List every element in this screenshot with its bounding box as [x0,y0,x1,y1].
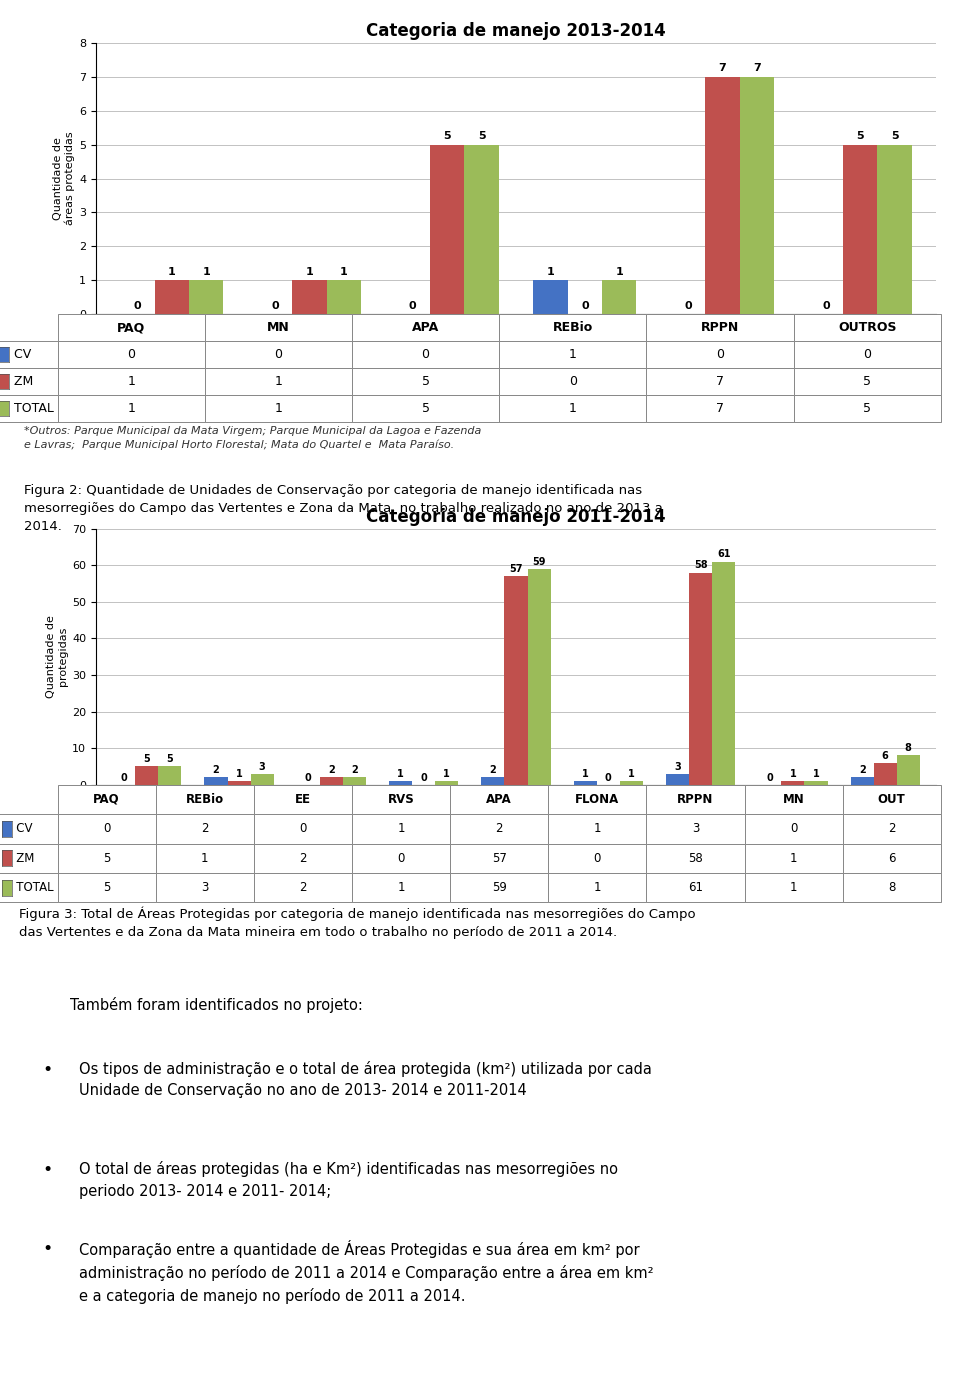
Text: 5: 5 [478,131,486,141]
Bar [481,778,504,785]
Text: 2: 2 [490,765,496,775]
Text: Também foram identificados no projeto:: Também foram identificados no projeto: [70,998,363,1013]
Text: 2: 2 [859,765,866,775]
Bar [843,145,877,314]
Bar [712,562,735,785]
Text: 3: 3 [674,761,681,771]
Text: 0: 0 [133,300,141,311]
Text: 5: 5 [891,131,899,141]
Text: 1: 1 [305,267,313,277]
Text: Comparação entre a quantidade de Áreas Protegidas e sua área em km² por
administ: Comparação entre a quantidade de Áreas P… [79,1240,654,1304]
Text: Os tipos de administração e o total de área protegida (km²) utilizada por cada
U: Os tipos de administração e o total de á… [79,1060,652,1098]
Text: Figura 2: Quantidade de Unidades de Conservação por categoria de manejo identifi: Figura 2: Quantidade de Unidades de Cons… [24,484,662,533]
Text: 58: 58 [694,561,708,570]
Text: O total de áreas protegidas (ha e Km²) identificadas nas mesorregiões no
periodo: O total de áreas protegidas (ha e Km²) i… [79,1161,618,1199]
Title: Categoria de manejo 2011-2014: Categoria de manejo 2011-2014 [366,508,666,526]
Bar [292,280,326,314]
Bar [533,280,567,314]
Text: 5: 5 [166,754,173,764]
Bar [706,76,740,314]
Bar [877,145,912,314]
Text: 5: 5 [143,754,150,764]
Text: 1: 1 [628,770,635,779]
Bar [851,778,874,785]
Text: 61: 61 [717,549,731,559]
Text: 1: 1 [236,770,243,779]
Bar [666,774,689,785]
Bar [228,781,251,785]
Y-axis label: Quantidade de
protegidas: Quantidade de protegidas [46,616,68,698]
Bar [602,280,636,314]
Bar [781,781,804,785]
Bar [326,280,361,314]
Bar [189,280,224,314]
Bar [389,781,412,785]
Text: 1: 1 [812,770,820,779]
Bar [204,778,228,785]
Bar [804,781,828,785]
Text: •: • [42,1161,53,1179]
Bar [251,774,274,785]
Text: 57: 57 [509,565,523,574]
Bar [689,573,712,785]
Bar [528,569,551,785]
Text: 2: 2 [351,765,358,775]
Text: 5: 5 [856,131,864,141]
Text: 0: 0 [409,300,417,311]
Text: 2: 2 [328,765,335,775]
Text: 5: 5 [444,131,451,141]
Text: 0: 0 [305,772,312,782]
Text: 1: 1 [546,267,554,277]
Bar [504,576,528,785]
Text: 1: 1 [397,770,404,779]
Bar [874,763,897,785]
Text: 7: 7 [753,64,761,73]
Text: 6: 6 [882,750,889,761]
Text: •: • [42,1060,53,1078]
Bar [135,767,158,785]
Bar [343,778,366,785]
Text: 0: 0 [420,772,427,782]
Text: •: • [42,1240,53,1258]
Text: 1: 1 [615,267,623,277]
Text: 59: 59 [533,556,546,566]
Text: 0: 0 [272,300,278,311]
Text: 0: 0 [822,300,829,311]
Text: *Outros: Parque Municipal da Mata Virgem; Parque Municipal da Lagoa e Fazenda
e : *Outros: Parque Municipal da Mata Virgem… [24,426,481,450]
Bar [574,781,597,785]
Text: 1: 1 [340,267,348,277]
Text: 0: 0 [605,772,612,782]
Bar [155,280,189,314]
Text: 0: 0 [766,772,773,782]
Text: 3: 3 [259,761,266,771]
Bar [435,781,458,785]
Text: 0: 0 [581,300,588,311]
Bar [897,756,920,785]
Text: 1: 1 [582,770,588,779]
Text: 1: 1 [789,770,796,779]
Text: Figura 3: Total de Áreas Protegidas por categoria de manejo identificada nas mes: Figura 3: Total de Áreas Protegidas por … [19,907,696,938]
Text: 0: 0 [120,772,127,782]
Text: 2: 2 [212,765,220,775]
Text: 0: 0 [684,300,692,311]
Text: 1: 1 [444,770,450,779]
Text: 1: 1 [203,267,210,277]
Text: 8: 8 [905,743,912,753]
Bar [320,778,343,785]
Bar [430,145,465,314]
Text: 7: 7 [719,64,727,73]
Y-axis label: Quantidade de
áreas protegidas: Quantidade de áreas protegidas [53,131,75,226]
Title: Categoria de manejo 2013-2014: Categoria de manejo 2013-2014 [366,22,666,40]
Bar [158,767,181,785]
Bar [740,76,774,314]
Text: 1: 1 [168,267,176,277]
Bar [620,781,643,785]
Bar [465,145,499,314]
